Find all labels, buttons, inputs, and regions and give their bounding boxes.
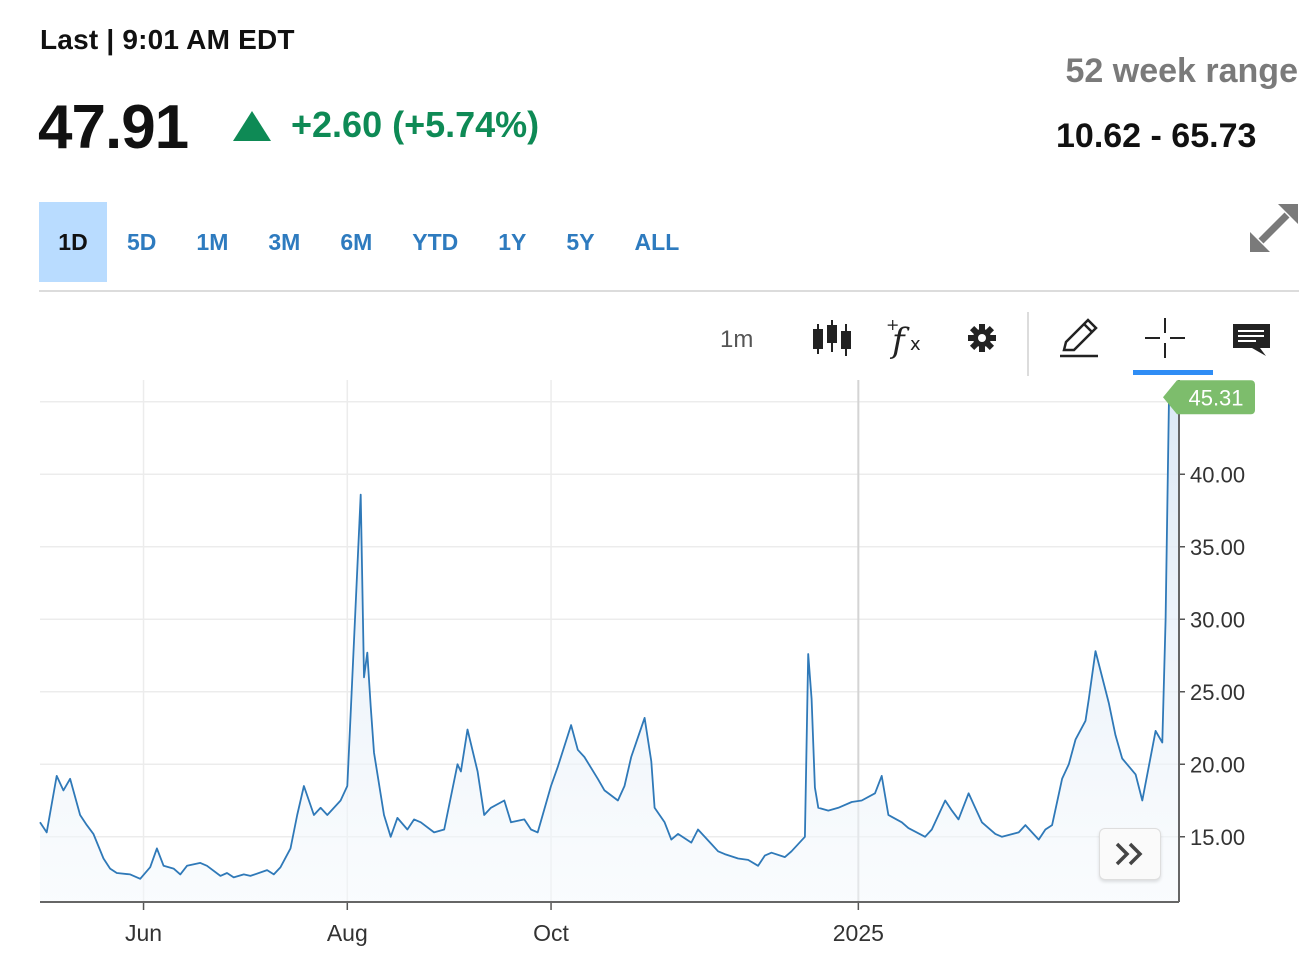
- y-tick-label: 25.00: [1190, 680, 1245, 705]
- interval-selector[interactable]: 1m: [720, 326, 754, 353]
- y-tick-label: 35.00: [1190, 535, 1245, 560]
- function-icon[interactable]: + f x: [884, 316, 928, 360]
- tab-all[interactable]: ALL: [634, 228, 680, 255]
- x-tick-label: Aug: [327, 920, 368, 946]
- tab-1y[interactable]: 1Y: [498, 228, 527, 255]
- x-tick-label: 2025: [833, 920, 884, 946]
- last-price-badge: [1163, 380, 1255, 415]
- toolbar-separator: [1027, 312, 1029, 376]
- svg-text:+: +: [886, 316, 899, 334]
- active-tool-indicator: [1133, 370, 1213, 375]
- tab-3m[interactable]: 3M: [268, 228, 301, 255]
- up-arrow-icon: [233, 111, 271, 141]
- price-line: [39, 396, 1180, 880]
- y-tick-label: 30.00: [1190, 607, 1245, 632]
- chart-toolbar: 1m + f x: [0, 308, 1310, 378]
- tab-ytd[interactable]: YTD: [412, 228, 459, 255]
- price-area-fill: [40, 397, 1179, 902]
- tab-6m[interactable]: 6M: [340, 228, 373, 255]
- pencil-draw-icon[interactable]: [1058, 316, 1102, 360]
- y-tick-label: 15.00: [1190, 825, 1245, 850]
- candlestick-icon[interactable]: [810, 316, 854, 360]
- scroll-to-latest-button[interactable]: [1099, 828, 1161, 880]
- crosshair-icon[interactable]: [1143, 316, 1187, 360]
- last-price-label: 45.31: [1188, 385, 1243, 410]
- x-tick-label: Oct: [533, 920, 569, 946]
- week-range-label: 52 week range: [1065, 52, 1298, 90]
- tab-1m[interactable]: 1M: [196, 228, 229, 255]
- price-chart[interactable]: 15.00 20.00 25.00 30.00 35.00 40.00 Jun Aug Oct 2…: [0, 380, 1310, 954]
- tabs-divider: [39, 290, 1299, 292]
- timeframe-tabs: 1D 5D 1M 3M 6M YTD 1Y 5Y ALL: [39, 202, 699, 282]
- comment-icon[interactable]: [1230, 316, 1274, 360]
- current-price: 47.91: [38, 93, 189, 162]
- settings-gear-icon[interactable]: [960, 316, 1004, 360]
- svg-text:x: x: [910, 334, 921, 355]
- svg-text:f: f: [889, 321, 910, 360]
- last-update-label: Last | 9:01 AM EDT: [40, 24, 295, 55]
- price-change: +2.60 (+5.74%): [233, 104, 539, 146]
- price-change-text: +2.60 (+5.74%): [291, 104, 540, 145]
- tab-5d[interactable]: 5D: [127, 228, 157, 255]
- tab-5y[interactable]: 5Y: [566, 228, 595, 255]
- x-tick-label: Jun: [125, 920, 162, 946]
- tab-1d[interactable]: 1D: [39, 202, 107, 282]
- y-tick-label: 20.00: [1190, 752, 1245, 777]
- y-tick-label: 40.00: [1190, 462, 1245, 487]
- expand-icon[interactable]: [1246, 200, 1302, 256]
- double-chevron-right-icon: [1115, 842, 1143, 866]
- week-range-value: 10.62 - 65.73: [1056, 117, 1257, 155]
